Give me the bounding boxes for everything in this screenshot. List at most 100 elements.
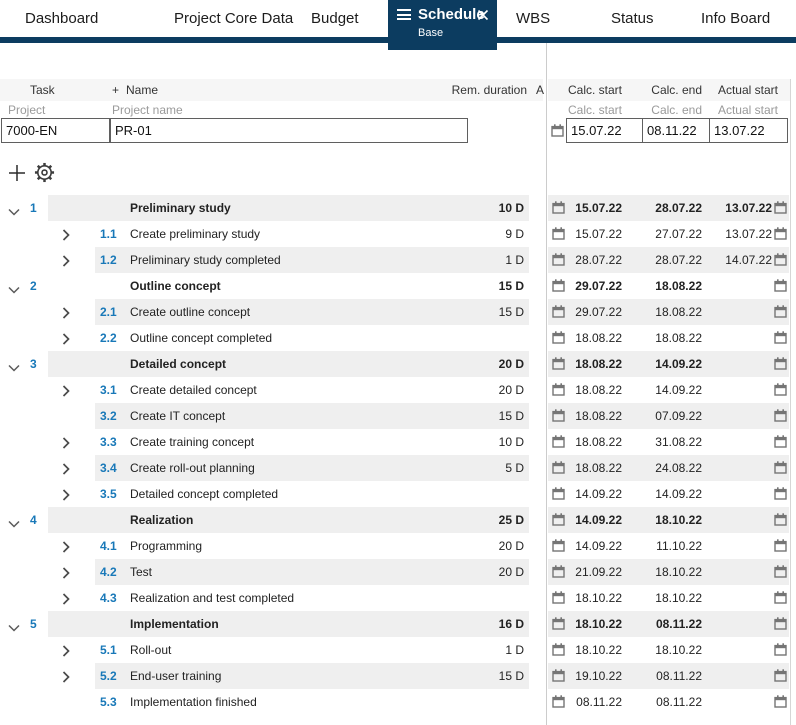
calendar-icon[interactable] (552, 305, 565, 321)
tab-wbs[interactable]: WBS (516, 10, 551, 27)
tab-budget[interactable]: Budget (311, 10, 359, 27)
calendar-icon[interactable] (774, 409, 787, 425)
expand-chevron-icon[interactable] (8, 361, 20, 375)
task-row[interactable]: 2.1 Create outline concept 15 D 29.07.22… (0, 299, 796, 325)
calendar-icon[interactable] (552, 591, 565, 607)
gear-settings-icon[interactable] (34, 162, 55, 188)
project-id-input[interactable] (1, 118, 110, 143)
task-row[interactable]: 2 Outline concept 15 D 29.07.22 18.08.22 (0, 273, 796, 299)
calendar-icon[interactable] (552, 279, 565, 295)
calendar-icon[interactable] (552, 617, 565, 633)
column-header-calc-start[interactable]: Calc. start (567, 83, 622, 97)
calendar-icon[interactable] (552, 513, 565, 529)
calendar-icon[interactable] (774, 383, 787, 399)
expand-chevron-icon[interactable] (62, 307, 70, 322)
tab-schedule[interactable]: Schedule Base (388, 0, 497, 50)
calendar-icon[interactable] (774, 201, 787, 217)
expand-chevron-icon[interactable] (8, 205, 20, 219)
calendar-icon[interactable] (774, 305, 787, 321)
expand-chevron-icon[interactable] (62, 567, 70, 582)
calendar-icon[interactable] (774, 331, 787, 347)
project-calc-end-input[interactable] (642, 118, 710, 143)
task-row[interactable]: 5 Implementation 16 D 18.10.22 08.11.22 (0, 611, 796, 637)
calendar-icon[interactable] (774, 279, 787, 295)
expand-chevron-icon[interactable] (62, 385, 70, 400)
task-row[interactable]: 3.5 Detailed concept completed 14.09.22 … (0, 481, 796, 507)
task-row[interactable]: 1 Preliminary study 10 D 15.07.22 28.07.… (0, 195, 796, 221)
project-name-input[interactable] (110, 118, 468, 143)
calendar-icon[interactable] (552, 643, 565, 659)
calendar-icon[interactable] (552, 331, 565, 347)
expand-chevron-icon[interactable] (62, 333, 70, 348)
expand-chevron-icon[interactable] (62, 541, 70, 556)
calendar-icon[interactable] (774, 591, 787, 607)
expand-chevron-icon[interactable] (8, 283, 20, 297)
calendar-icon[interactable] (774, 435, 787, 451)
expand-chevron-icon[interactable] (62, 463, 70, 478)
column-header-a-truncated[interactable]: A (536, 83, 545, 97)
calendar-icon[interactable] (774, 461, 787, 477)
calendar-icon[interactable] (774, 539, 787, 555)
calendar-icon[interactable] (552, 539, 565, 555)
calendar-icon[interactable] (774, 669, 787, 685)
calendar-icon[interactable] (774, 513, 787, 529)
calendar-icon[interactable] (774, 487, 787, 503)
task-row[interactable]: 1.2 Preliminary study completed 1 D 28.0… (0, 247, 796, 273)
tab-project-core-data[interactable]: Project Core Data (174, 10, 294, 27)
add-column-icon[interactable]: + (112, 83, 120, 97)
project-calc-start-input[interactable] (566, 118, 643, 143)
calendar-icon[interactable] (552, 409, 565, 425)
calendar-icon[interactable] (774, 227, 787, 243)
close-icon[interactable] (477, 8, 489, 21)
column-header-rem-duration[interactable]: Rem. duration (451, 83, 527, 97)
expand-chevron-icon[interactable] (62, 645, 70, 660)
task-row[interactable]: 2.2 Outline concept completed 18.08.22 1… (0, 325, 796, 351)
expand-chevron-icon[interactable] (62, 593, 70, 608)
task-row[interactable]: 5.3 Implementation finished 08.11.22 08.… (0, 689, 796, 715)
calendar-icon[interactable] (551, 124, 564, 142)
project-actual-start-input[interactable] (709, 118, 788, 143)
add-task-icon[interactable] (8, 164, 26, 187)
tab-info-board[interactable]: Info Board (701, 10, 771, 27)
expand-chevron-icon[interactable] (62, 437, 70, 452)
column-header-calc-end[interactable]: Calc. end (651, 83, 702, 97)
column-header-actual-start[interactable]: Actual start (717, 83, 778, 97)
task-row[interactable]: 3 Detailed concept 20 D 18.08.22 14.09.2… (0, 351, 796, 377)
task-row[interactable]: 3.2 Create IT concept 15 D 18.08.22 07.0… (0, 403, 796, 429)
hamburger-menu-icon[interactable] (397, 9, 411, 21)
calendar-icon[interactable] (774, 617, 787, 633)
task-row[interactable]: 5.2 End-user training 15 D 19.10.22 08.1… (0, 663, 796, 689)
tab-status[interactable]: Status (611, 10, 654, 27)
task-row[interactable]: 5.1 Roll-out 1 D 18.10.22 18.10.22 (0, 637, 796, 663)
calendar-icon[interactable] (774, 643, 787, 659)
calendar-icon[interactable] (552, 487, 565, 503)
task-row[interactable]: 3.3 Create training concept 10 D 18.08.2… (0, 429, 796, 455)
task-row[interactable]: 3.1 Create detailed concept 20 D 18.08.2… (0, 377, 796, 403)
calendar-icon[interactable] (552, 201, 565, 217)
column-header-name[interactable]: Name (126, 83, 159, 97)
expand-chevron-icon[interactable] (62, 255, 70, 270)
task-row[interactable]: 4.1 Programming 20 D 14.09.22 11.10.22 (0, 533, 796, 559)
calendar-icon[interactable] (774, 695, 787, 711)
calendar-icon[interactable] (552, 383, 565, 399)
expand-chevron-icon[interactable] (8, 621, 20, 635)
calendar-icon[interactable] (552, 227, 565, 243)
task-row[interactable]: 4.2 Test 20 D 21.09.22 18.10.22 (0, 559, 796, 585)
calendar-icon[interactable] (774, 253, 787, 269)
column-header-task[interactable]: Task (30, 83, 55, 97)
calendar-icon[interactable] (552, 461, 565, 477)
task-row[interactable]: 4.3 Realization and test completed 18.10… (0, 585, 796, 611)
calendar-icon[interactable] (552, 565, 565, 581)
task-row[interactable]: 4 Realization 25 D 14.09.22 18.10.22 (0, 507, 796, 533)
expand-chevron-icon[interactable] (62, 489, 70, 504)
calendar-icon[interactable] (774, 357, 787, 373)
task-row[interactable]: 3.4 Create roll-out planning 5 D 18.08.2… (0, 455, 796, 481)
expand-chevron-icon[interactable] (62, 229, 70, 244)
calendar-icon[interactable] (552, 695, 565, 711)
expand-chevron-icon[interactable] (8, 517, 20, 531)
calendar-icon[interactable] (552, 253, 565, 269)
calendar-icon[interactable] (774, 565, 787, 581)
task-row[interactable]: 1.1 Create preliminary study 9 D 15.07.2… (0, 221, 796, 247)
expand-chevron-icon[interactable] (62, 671, 70, 686)
calendar-icon[interactable] (552, 357, 565, 373)
